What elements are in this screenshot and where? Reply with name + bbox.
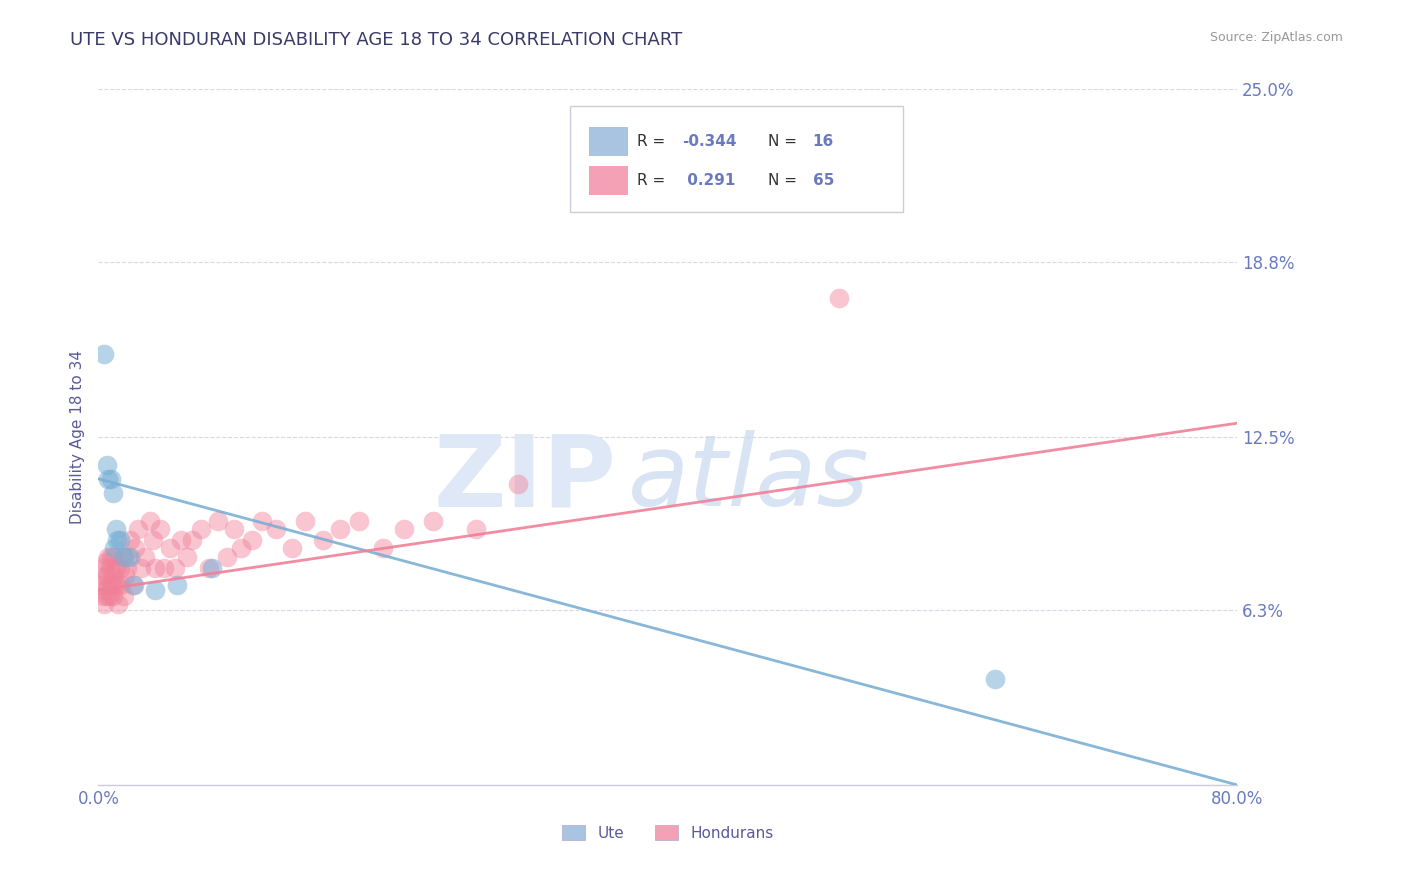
Text: 65: 65 bbox=[813, 173, 834, 187]
Point bbox=[129, 561, 152, 575]
Point bbox=[190, 522, 212, 536]
Point bbox=[98, 589, 121, 603]
Point bbox=[105, 577, 128, 591]
Point bbox=[422, 514, 444, 528]
Point bbox=[90, 577, 112, 591]
Point bbox=[97, 549, 120, 564]
Point bbox=[373, 541, 395, 556]
Point bbox=[101, 485, 124, 500]
Point bbox=[250, 514, 273, 528]
Text: 16: 16 bbox=[813, 134, 834, 149]
Point bbox=[394, 522, 416, 536]
Point bbox=[118, 549, 141, 564]
Text: 0.291: 0.291 bbox=[682, 173, 735, 187]
Point bbox=[149, 522, 172, 536]
Point bbox=[114, 569, 136, 583]
Point bbox=[103, 541, 125, 556]
Point bbox=[94, 555, 117, 569]
Point bbox=[170, 533, 193, 547]
Point bbox=[104, 561, 127, 575]
Point bbox=[93, 569, 115, 583]
Text: -0.344: -0.344 bbox=[682, 134, 737, 149]
Point bbox=[207, 514, 229, 528]
Point bbox=[176, 549, 198, 564]
Point bbox=[145, 583, 167, 598]
Point bbox=[229, 541, 252, 556]
Point bbox=[294, 514, 316, 528]
Point bbox=[91, 561, 114, 575]
Point bbox=[117, 549, 139, 564]
Point bbox=[91, 589, 114, 603]
Text: N =: N = bbox=[768, 173, 801, 187]
Text: R =: R = bbox=[637, 134, 671, 149]
Point bbox=[141, 533, 163, 547]
Point bbox=[108, 561, 131, 575]
Point bbox=[159, 541, 181, 556]
Point bbox=[118, 533, 141, 547]
Point bbox=[240, 533, 263, 547]
Point bbox=[93, 346, 115, 360]
Point bbox=[108, 533, 131, 547]
Point bbox=[312, 533, 335, 547]
Point bbox=[127, 522, 149, 536]
Point bbox=[266, 522, 288, 536]
Point bbox=[347, 514, 370, 528]
Point bbox=[215, 549, 238, 564]
Point bbox=[166, 577, 188, 591]
Point bbox=[112, 589, 135, 603]
Point bbox=[115, 561, 138, 575]
Point bbox=[104, 522, 127, 536]
Point bbox=[97, 472, 120, 486]
Point bbox=[93, 597, 115, 611]
Point bbox=[103, 549, 125, 564]
Point bbox=[508, 477, 530, 491]
Point bbox=[98, 561, 121, 575]
Text: Source: ZipAtlas.com: Source: ZipAtlas.com bbox=[1209, 31, 1343, 45]
Point bbox=[281, 541, 304, 556]
Point bbox=[222, 522, 245, 536]
Point bbox=[153, 561, 176, 575]
Point bbox=[112, 549, 135, 564]
Point bbox=[107, 597, 129, 611]
Text: ZIP: ZIP bbox=[433, 430, 617, 527]
Point bbox=[134, 549, 156, 564]
Point bbox=[96, 569, 118, 583]
Text: R =: R = bbox=[637, 173, 671, 187]
Point bbox=[121, 577, 143, 591]
Point bbox=[138, 514, 160, 528]
Point bbox=[122, 577, 145, 591]
Point bbox=[97, 577, 120, 591]
Point bbox=[100, 577, 122, 591]
Point bbox=[181, 533, 204, 547]
Text: N =: N = bbox=[768, 134, 801, 149]
Point bbox=[828, 291, 851, 305]
Point bbox=[124, 541, 146, 556]
Point bbox=[165, 561, 187, 575]
Point bbox=[105, 533, 128, 547]
Point bbox=[329, 522, 352, 536]
Point bbox=[96, 458, 118, 472]
Point bbox=[145, 561, 167, 575]
Text: UTE VS HONDURAN DISABILITY AGE 18 TO 34 CORRELATION CHART: UTE VS HONDURAN DISABILITY AGE 18 TO 34 … bbox=[70, 31, 682, 49]
Point bbox=[198, 561, 221, 575]
Point bbox=[94, 583, 117, 598]
Point bbox=[96, 589, 118, 603]
Point bbox=[101, 589, 124, 603]
Point bbox=[111, 549, 134, 564]
Point bbox=[984, 672, 1007, 686]
Text: atlas: atlas bbox=[628, 430, 870, 527]
Point bbox=[464, 522, 486, 536]
Point bbox=[100, 549, 122, 564]
Point bbox=[201, 561, 224, 575]
Legend: Ute, Hondurans: Ute, Hondurans bbox=[557, 819, 779, 847]
Point bbox=[110, 577, 132, 591]
Point bbox=[100, 472, 122, 486]
Y-axis label: Disability Age 18 to 34: Disability Age 18 to 34 bbox=[69, 350, 84, 524]
Point bbox=[103, 577, 125, 591]
Point bbox=[101, 569, 124, 583]
